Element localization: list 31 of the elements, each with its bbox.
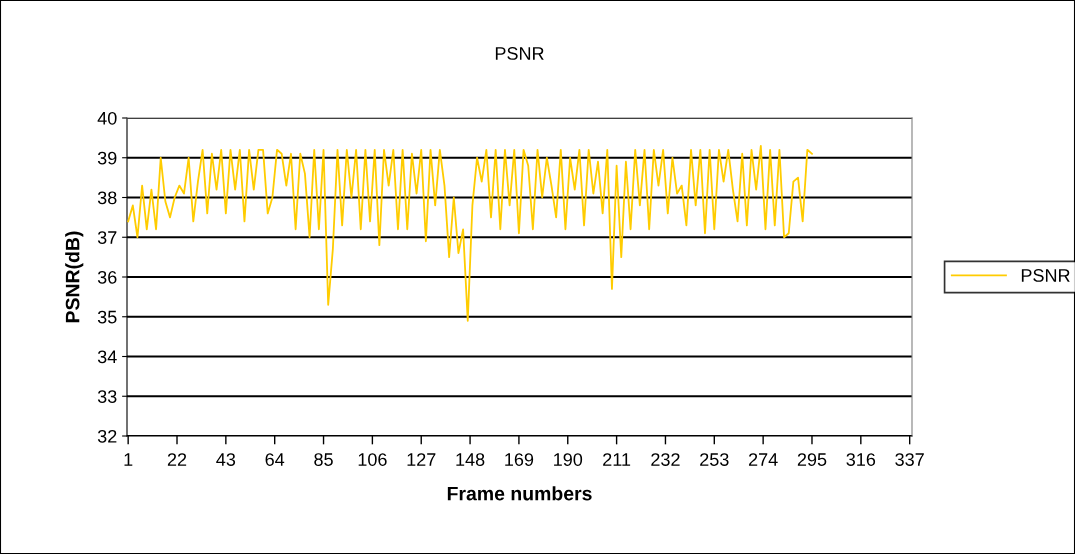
x-tick-label: 85 — [314, 453, 333, 466]
x-tick-label: 64 — [265, 453, 285, 466]
x-axis-title: Frame numbers — [447, 486, 592, 501]
x-tick-label: 106 — [358, 453, 387, 466]
line-series — [127, 144, 813, 322]
y-tick-label: 32 — [97, 429, 117, 443]
x-tick-label: 316 — [846, 453, 876, 466]
x-tick-label: 337 — [895, 453, 924, 466]
y-tick-label: 36 — [97, 270, 117, 284]
y-tick-label: 40 — [97, 111, 117, 125]
x-tick-label: 1 — [124, 453, 133, 466]
y-tick-label: 35 — [97, 310, 117, 324]
y-tick-label: 39 — [97, 151, 117, 165]
x-tick-label: 43 — [216, 453, 236, 466]
x-tick-label: 148 — [456, 453, 485, 466]
x-tick-label: 274 — [748, 453, 778, 466]
y-tick-label: 34 — [97, 350, 117, 364]
x-tick-label: 295 — [797, 453, 827, 466]
y-tick-label: 37 — [97, 231, 117, 244]
y-tick-label: 33 — [97, 390, 117, 403]
legend-label: PSNR — [1021, 269, 1070, 282]
x-tick-label: 169 — [505, 453, 534, 466]
y-axis-title: PSNR(dB) — [65, 231, 84, 323]
x-tick-label: 190 — [554, 453, 583, 466]
chart-title: PSNR — [495, 47, 544, 60]
x-tick-label: 253 — [700, 453, 729, 466]
x-tick-label: 127 — [407, 453, 436, 466]
x-tick-label: 22 — [167, 453, 187, 466]
y-tick-label: 38 — [97, 191, 117, 205]
x-tick-label: 211 — [603, 453, 631, 466]
x-tick-label: 232 — [651, 453, 680, 466]
